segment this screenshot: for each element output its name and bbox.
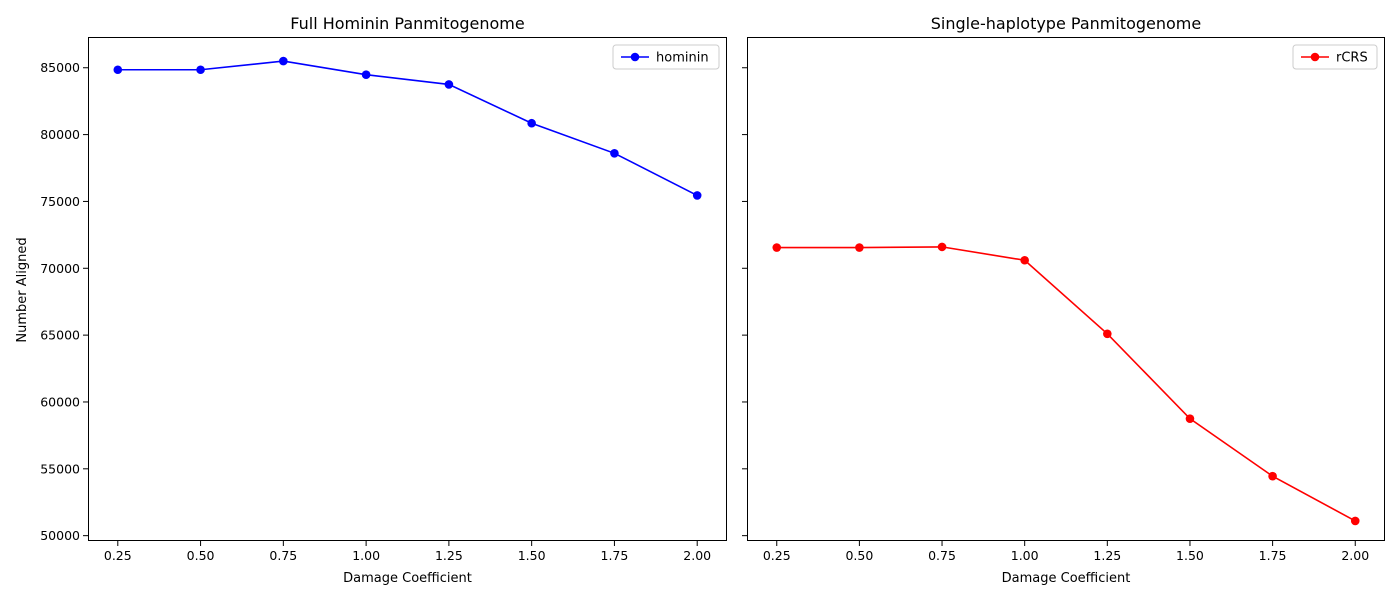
y-tick-label: 80000 [40, 127, 80, 142]
data-point [1020, 255, 1029, 265]
legend-box [1292, 44, 1378, 70]
data-point [444, 80, 454, 89]
data-point [361, 70, 371, 79]
x-axis-label: Damage Coefficient [343, 571, 472, 586]
legend-marker [1310, 52, 1320, 62]
y-tick-label: 85000 [40, 60, 80, 75]
y-axis-label: Number Aligned [15, 237, 30, 342]
x-tick-label: 0.25 [104, 548, 132, 563]
y-tick-label: 55000 [40, 461, 80, 476]
x-tick-label: 2.00 [683, 548, 711, 563]
y-tick-label: 75000 [40, 194, 80, 209]
y-tick-label: 70000 [40, 261, 80, 276]
x-tick-label: 0.25 [763, 548, 791, 563]
y-tick-label: 50000 [40, 528, 80, 543]
x-tick-label: 2.00 [1341, 548, 1369, 563]
x-tick-label: 0.50 [187, 548, 215, 563]
data-point [772, 243, 782, 252]
data-point [527, 118, 536, 128]
data-point [196, 65, 205, 75]
series-line-rCRS [776, 246, 1356, 522]
data-point [937, 242, 947, 252]
x-axis-label: Damage Coefficient [1002, 571, 1131, 586]
data-point [610, 149, 619, 158]
x-tick-label: 1.25 [435, 548, 463, 563]
chart-panel-right: Single-haplotype Panmitogenome Damage Co… [742, 14, 1385, 586]
chart-title: Full Hominin Panmitogenome [290, 14, 524, 33]
x-tick-label: 1.50 [518, 548, 546, 563]
chart-title: Single-haplotype Panmitogenome [931, 14, 1201, 33]
data-point [692, 191, 702, 200]
x-tick-label: 0.75 [928, 548, 956, 563]
x-tick-label: 1.00 [352, 548, 380, 563]
legend-marker [630, 52, 640, 62]
data-point [1103, 329, 1112, 339]
y-tick-label: 60000 [40, 394, 80, 409]
x-tick-label: 1.25 [1093, 548, 1121, 563]
data-point [279, 56, 288, 66]
legend: hominin [612, 44, 720, 70]
x-tick-label: 1.75 [1259, 548, 1287, 563]
data-point [855, 243, 864, 252]
data-point [1350, 516, 1360, 526]
legend-box [612, 44, 720, 70]
data-point [113, 65, 123, 75]
y-tick-label: 65000 [40, 328, 80, 343]
legend-label: hominin [656, 51, 709, 66]
x-tick-label: 1.50 [1176, 548, 1204, 563]
legend-label: rCRS [1336, 51, 1368, 66]
x-tick-label: 0.75 [269, 548, 297, 563]
plot-area-frame [88, 37, 727, 541]
x-tick-label: 1.00 [1011, 548, 1039, 563]
x-tick-label: 1.75 [601, 548, 629, 563]
chart-panel-left: Full Hominin Panmitogenome Damage Coeffi… [15, 14, 727, 586]
x-tick-label: 0.50 [845, 548, 873, 563]
series-line-hominin [117, 60, 698, 197]
plot-area-frame [747, 37, 1385, 541]
legend: rCRS [1292, 44, 1378, 70]
data-point [1268, 471, 1277, 481]
data-point [1185, 414, 1195, 423]
